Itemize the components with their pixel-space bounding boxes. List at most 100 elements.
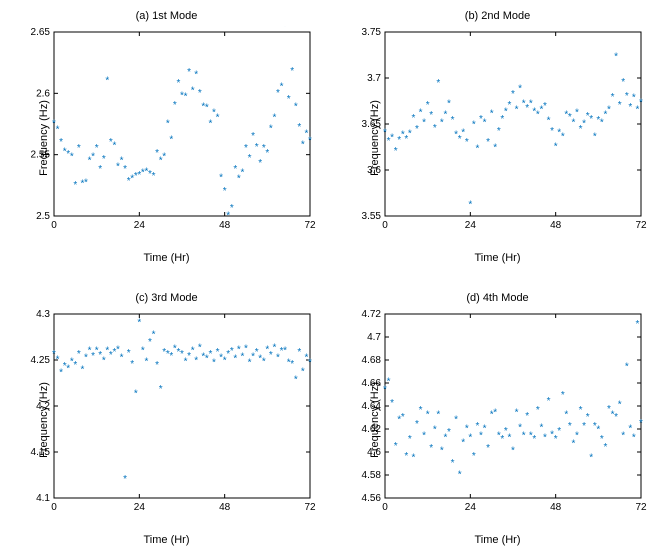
svg-text:*: * xyxy=(294,375,298,386)
svg-text:*: * xyxy=(532,434,536,445)
chart-wrap: Frequency (Hz) 02448723.553.63.653.73.75… xyxy=(339,26,656,250)
svg-text:*: * xyxy=(387,376,391,387)
svg-text:*: * xyxy=(301,139,305,150)
svg-text:72: 72 xyxy=(635,502,647,513)
svg-text:*: * xyxy=(468,433,472,444)
svg-text:*: * xyxy=(486,137,490,148)
svg-text:*: * xyxy=(297,122,301,133)
svg-text:*: * xyxy=(216,112,220,123)
svg-text:*: * xyxy=(230,203,234,214)
svg-text:*: * xyxy=(451,458,455,469)
svg-text:*: * xyxy=(632,93,636,104)
svg-text:*: * xyxy=(465,137,469,148)
svg-text:*: * xyxy=(625,91,629,102)
svg-text:*: * xyxy=(120,353,124,364)
svg-text:*: * xyxy=(262,356,266,367)
svg-text:*: * xyxy=(184,92,188,103)
svg-text:*: * xyxy=(603,442,607,453)
svg-text:*: * xyxy=(223,186,227,197)
svg-text:2.65: 2.65 xyxy=(31,27,51,38)
svg-text:*: * xyxy=(593,131,597,142)
svg-text:*: * xyxy=(515,105,519,116)
svg-text:0: 0 xyxy=(382,502,388,513)
svg-text:*: * xyxy=(575,430,579,441)
svg-text:24: 24 xyxy=(465,502,477,513)
svg-text:*: * xyxy=(507,433,511,444)
svg-text:*: * xyxy=(621,430,625,441)
svg-text:*: * xyxy=(123,474,127,485)
svg-text:*: * xyxy=(290,66,294,77)
svg-text:*: * xyxy=(490,108,494,119)
svg-text:*: * xyxy=(539,422,543,433)
svg-text:*: * xyxy=(152,171,156,182)
svg-text:*: * xyxy=(472,451,476,462)
svg-text:*: * xyxy=(187,67,191,78)
y-axis-label: Frequency (Hz) xyxy=(38,382,50,458)
svg-text:*: * xyxy=(294,101,298,112)
svg-text:*: * xyxy=(429,110,433,121)
svg-text:72: 72 xyxy=(304,502,316,513)
svg-text:*: * xyxy=(194,355,198,366)
svg-text:*: * xyxy=(198,88,202,99)
svg-text:*: * xyxy=(308,136,312,147)
panel-title: (a) 1st Mode xyxy=(136,10,198,22)
svg-text:*: * xyxy=(511,89,515,100)
svg-text:*: * xyxy=(458,470,462,481)
svg-text:*: * xyxy=(408,434,412,445)
svg-text:*: * xyxy=(614,412,618,423)
svg-text:*: * xyxy=(415,419,419,430)
svg-text:*: * xyxy=(483,118,487,129)
svg-text:*: * xyxy=(618,399,622,410)
svg-text:3.7: 3.7 xyxy=(367,73,381,84)
svg-text:2.5: 2.5 xyxy=(36,211,50,222)
x-axis-label: Time (Hr) xyxy=(143,252,189,264)
svg-text:*: * xyxy=(176,78,180,89)
svg-text:*: * xyxy=(607,105,611,116)
svg-text:*: * xyxy=(493,407,497,418)
svg-text:3.75: 3.75 xyxy=(362,27,382,38)
svg-text:*: * xyxy=(194,69,198,80)
svg-text:*: * xyxy=(433,123,437,134)
svg-text:*: * xyxy=(443,109,447,120)
svg-text:*: * xyxy=(240,168,244,179)
svg-text:*: * xyxy=(422,118,426,129)
svg-text:*: * xyxy=(621,77,625,88)
x-axis-label: Time (Hr) xyxy=(474,252,520,264)
panel-c: (c) 3rd Mode Frequency (Hz) 02448724.14.… xyxy=(8,292,325,546)
svg-text:*: * xyxy=(611,92,615,103)
svg-text:*: * xyxy=(95,143,99,154)
svg-text:*: * xyxy=(290,359,294,370)
svg-text:*: * xyxy=(73,180,77,191)
chart-wrap: Frequency (Hz) 02448724.564.584.64.624.6… xyxy=(339,308,656,532)
y-axis-label: Frequency (Hz) xyxy=(38,100,50,176)
svg-text:*: * xyxy=(162,152,166,163)
svg-text:*: * xyxy=(408,129,412,140)
svg-text:*: * xyxy=(283,345,287,356)
svg-text:*: * xyxy=(451,115,455,126)
svg-text:*: * xyxy=(497,126,501,137)
svg-text:*: * xyxy=(394,146,398,157)
svg-text:*: * xyxy=(515,407,519,418)
svg-text:24: 24 xyxy=(134,502,146,513)
svg-text:*: * xyxy=(272,112,276,123)
svg-text:*: * xyxy=(401,412,405,423)
svg-text:*: * xyxy=(173,100,177,111)
scatter-plot-d: 02448724.564.584.64.624.644.664.684.74.7… xyxy=(339,308,649,518)
svg-text:*: * xyxy=(308,357,312,368)
svg-text:*: * xyxy=(144,356,148,367)
svg-text:*: * xyxy=(525,411,529,422)
svg-text:*: * xyxy=(568,421,572,432)
svg-text:*: * xyxy=(404,451,408,462)
svg-text:48: 48 xyxy=(550,220,562,231)
svg-text:*: * xyxy=(77,143,81,154)
svg-text:72: 72 xyxy=(304,220,316,231)
x-axis-label: Time (Hr) xyxy=(143,534,189,546)
svg-text:4.56: 4.56 xyxy=(362,493,382,504)
svg-text:*: * xyxy=(212,357,216,368)
svg-text:*: * xyxy=(468,199,472,210)
panel-a: (a) 1st Mode Frequency (Hz) 02448722.52.… xyxy=(8,10,325,264)
svg-text:*: * xyxy=(159,384,163,395)
svg-text:*: * xyxy=(543,433,547,444)
svg-text:*: * xyxy=(447,98,451,109)
svg-text:*: * xyxy=(614,51,618,62)
